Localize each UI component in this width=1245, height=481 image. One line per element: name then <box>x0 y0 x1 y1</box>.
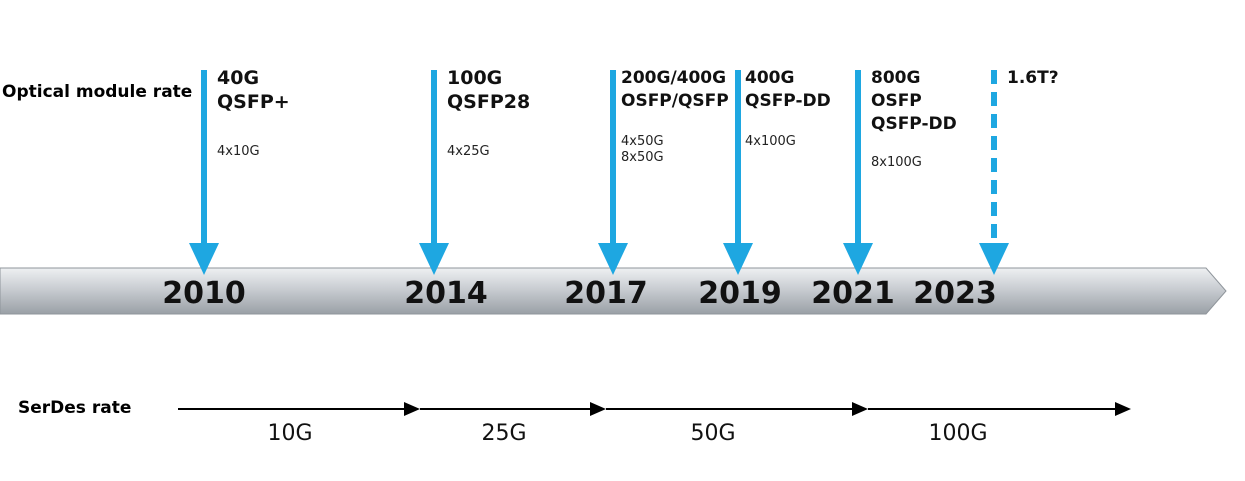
module-spec-line: 200G/400G <box>621 68 727 88</box>
lane-config-2010: 4x10G <box>217 144 260 160</box>
module-spec-line: QSFP+ <box>217 91 290 113</box>
module-spec-2019: 400G QSFP-DD <box>745 67 831 113</box>
module-spec-line: 100G <box>447 67 503 89</box>
module-spec-2017: 200G/400G OSFP/QSFP <box>621 67 729 113</box>
serdes-rate-100G: 100G <box>928 421 988 446</box>
lane-config-2021: 8x100G <box>871 155 922 171</box>
year-label-2019: 2019 <box>698 276 782 311</box>
module-spec-line: OSFP <box>871 91 922 111</box>
serdes-rate-label: SerDes rate <box>18 398 132 418</box>
lane-config-2017: 4x50G 8x50G <box>621 134 664 166</box>
lane-config-line: 4x10G <box>217 144 260 159</box>
optical-module-rate-label: Optical module rate <box>2 82 193 102</box>
milestone-arrow-2019 <box>723 70 753 275</box>
module-spec-line: 800G <box>871 68 921 88</box>
lane-config-line: 4x25G <box>447 144 490 159</box>
lane-config-line: 4x100G <box>745 134 796 149</box>
module-spec-line: QSFP-DD <box>871 114 957 134</box>
serdes-segment-50G <box>606 402 868 416</box>
lane-config-line: 4x50G <box>621 134 664 149</box>
year-label-2021: 2021 <box>811 276 895 311</box>
year-label-2014: 2014 <box>404 276 488 311</box>
serdes-rate-25G: 25G <box>481 421 527 446</box>
module-spec-line: QSFP28 <box>447 91 531 113</box>
module-spec-2014: 100G QSFP28 <box>447 66 530 114</box>
milestone-arrow-2010 <box>189 70 219 275</box>
module-spec-line: 40G <box>217 67 260 89</box>
module-spec-line: OSFP/QSFP <box>621 91 729 111</box>
milestone-arrow-2014 <box>419 70 449 275</box>
lane-config-line: 8x50G <box>621 150 664 165</box>
serdes-segment-25G <box>420 402 606 416</box>
serdes-segment-100G <box>868 402 1131 416</box>
timeline-bar <box>0 267 1227 315</box>
milestone-arrow-2021 <box>843 70 873 275</box>
module-spec-line: 400G <box>745 68 795 88</box>
serdes-rate-50G: 50G <box>690 421 736 446</box>
lane-config-2019: 4x100G <box>745 134 796 150</box>
milestone-arrow-2017 <box>598 70 628 275</box>
milestone-arrow-2023 <box>979 70 1009 275</box>
year-label-2023: 2023 <box>913 276 997 311</box>
module-spec-2010: 40G QSFP+ <box>217 66 290 114</box>
module-spec-line: QSFP-DD <box>745 91 831 111</box>
lane-config-line: 8x100G <box>871 155 922 170</box>
serdes-rate-10G: 10G <box>267 421 313 446</box>
year-label-2017: 2017 <box>564 276 648 311</box>
lane-config-2014: 4x25G <box>447 144 490 160</box>
year-label-2010: 2010 <box>162 276 246 311</box>
module-spec-2021: 800G OSFP QSFP-DD <box>871 67 957 136</box>
module-spec-2023: 1.6T? <box>1007 67 1059 90</box>
serdes-segment-10G <box>178 402 420 416</box>
module-spec-line: 1.6T? <box>1007 68 1059 88</box>
